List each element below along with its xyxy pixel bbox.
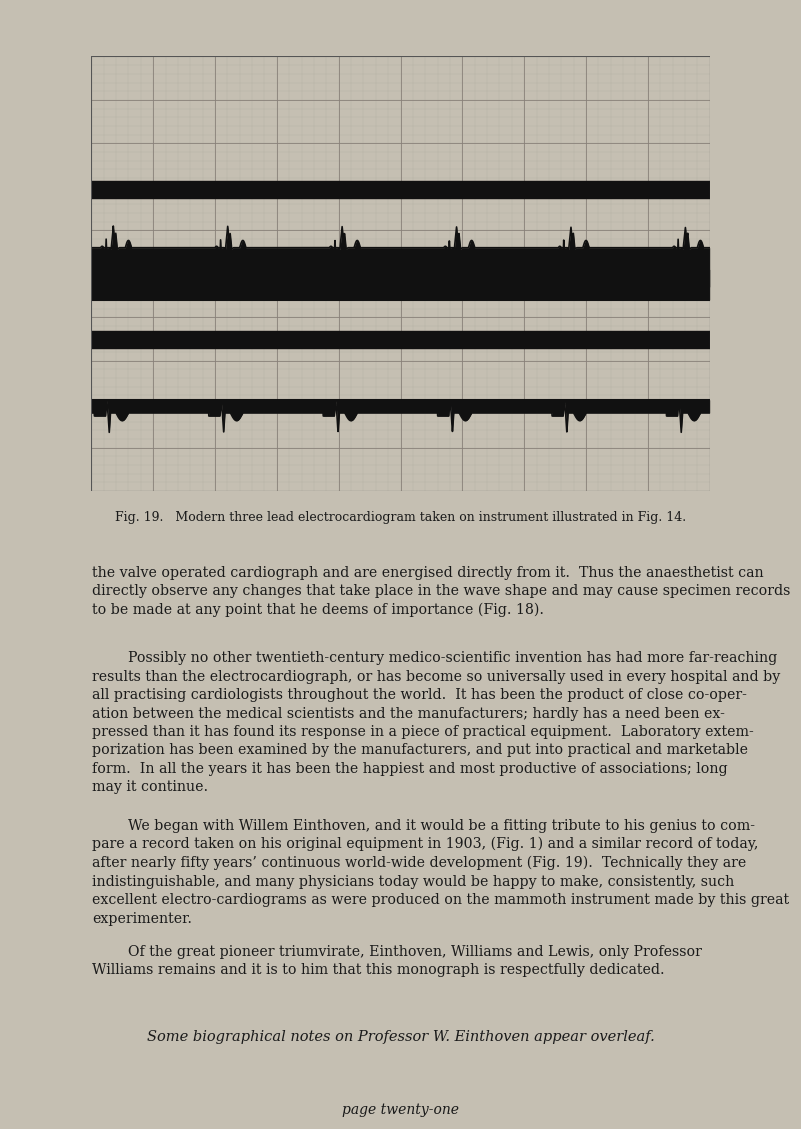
Bar — [91, 331, 710, 348]
Bar — [91, 181, 710, 198]
Text: the valve operated cardiograph and are energised directly from it.  Thus the ana: the valve operated cardiograph and are e… — [92, 566, 791, 616]
Text: Of the great pioneer triumvirate, Einthoven, Williams and Lewis, only Professor
: Of the great pioneer triumvirate, Eintho… — [92, 945, 702, 978]
Text: Possibly no other twentieth-century medico-scientific invention has had more far: Possibly no other twentieth-century medi… — [92, 651, 780, 794]
Text: page twenty-one: page twenty-one — [342, 1103, 459, 1117]
Text: We began with Willem Einthoven, and it would be a fitting tribute to his genius : We began with Willem Einthoven, and it w… — [92, 819, 789, 926]
Text: Fig. 19.   Modern three lead electrocardiogram taken on instrument illustrated i: Fig. 19. Modern three lead electrocardio… — [115, 511, 686, 525]
Text: Some biographical notes on Professor W. Einthoven appear overleaf.: Some biographical notes on Professor W. … — [147, 1030, 654, 1043]
